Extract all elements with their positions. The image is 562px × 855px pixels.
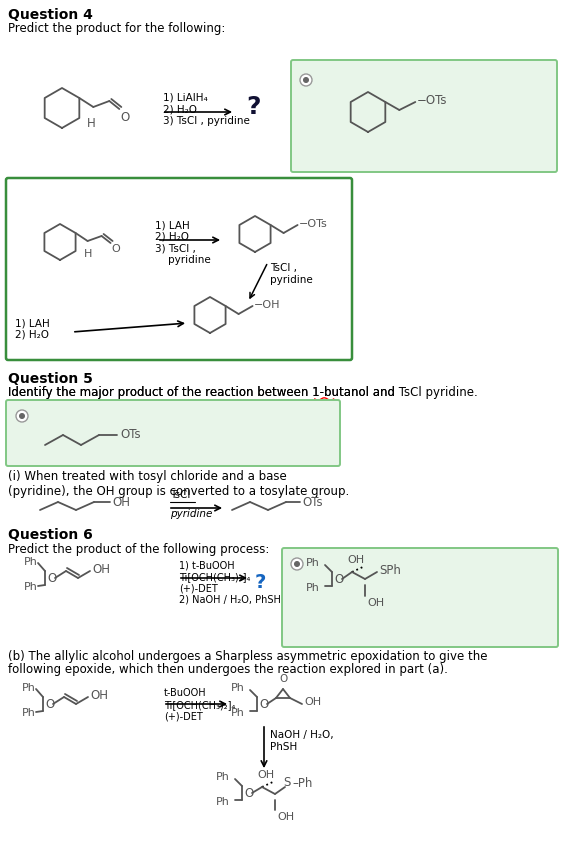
Text: O: O — [259, 698, 268, 711]
Text: TsCl: TsCl — [170, 490, 191, 500]
Circle shape — [300, 74, 312, 86]
Text: Predict the product of the following process:: Predict the product of the following pro… — [8, 543, 269, 556]
Text: H: H — [83, 249, 92, 259]
Text: Ph: Ph — [306, 558, 320, 568]
Text: t-BuOOH
Ti[OCH(CH₃)₂]₄
(+)-DET: t-BuOOH Ti[OCH(CH₃)₂]₄ (+)-DET — [164, 688, 235, 722]
Text: Ph: Ph — [24, 582, 38, 592]
Text: OH: OH — [277, 812, 294, 822]
Text: H: H — [87, 117, 96, 130]
Text: ?: ? — [255, 573, 266, 592]
Text: Ph: Ph — [306, 583, 320, 593]
Text: Identify the major product of the reaction between 1-butanol and TsCl pyridine.: Identify the major product of the reacti… — [8, 386, 478, 399]
Text: OTs: OTs — [120, 428, 140, 440]
Text: −OTs: −OTs — [298, 219, 327, 229]
Text: Ph: Ph — [22, 683, 36, 693]
Circle shape — [294, 562, 300, 566]
Text: 1) LiAlH₄
2) H₂O
3) TsCl , pyridine: 1) LiAlH₄ 2) H₂O 3) TsCl , pyridine — [163, 93, 250, 127]
Text: O: O — [244, 787, 253, 799]
Text: Question 4: Question 4 — [8, 8, 93, 22]
Text: Question 5: Question 5 — [8, 372, 93, 386]
Text: Ph: Ph — [231, 683, 245, 693]
Text: 1) LAH
2) H₂O: 1) LAH 2) H₂O — [15, 318, 50, 339]
Circle shape — [303, 78, 309, 82]
FancyBboxPatch shape — [291, 60, 557, 172]
Text: O: O — [112, 244, 120, 254]
Text: –Ph: –Ph — [292, 776, 312, 789]
Text: Identify the major product of the reaction between 1-butanol and: Identify the major product of the reacti… — [8, 386, 399, 399]
Text: O: O — [45, 698, 55, 711]
Text: (i) When treated with tosyl chloride and a base
(pyridine), the OH group is conv: (i) When treated with tosyl chloride and… — [8, 470, 349, 498]
Text: −OH: −OH — [253, 300, 280, 310]
Text: O: O — [279, 674, 287, 684]
Text: OH: OH — [112, 496, 130, 509]
Text: O: O — [120, 111, 130, 124]
Text: −OTs: −OTs — [416, 95, 447, 108]
Text: (b) The allylic alcohol undergoes a Sharpless asymmetric epoxidation to give the: (b) The allylic alcohol undergoes a Shar… — [8, 650, 487, 663]
Text: Ph: Ph — [231, 708, 245, 718]
FancyBboxPatch shape — [282, 548, 558, 647]
Text: Ph: Ph — [216, 772, 230, 782]
Text: OH: OH — [367, 598, 384, 608]
Text: following epoxide, which then undergoes the reaction explored in part (a).: following epoxide, which then undergoes … — [8, 663, 448, 676]
Text: Question 6: Question 6 — [8, 528, 93, 542]
Text: OH: OH — [257, 770, 274, 780]
Text: 1) LAH
2) H₂O
3) TsCl ,
    pyridine: 1) LAH 2) H₂O 3) TsCl , pyridine — [155, 220, 211, 265]
Circle shape — [20, 414, 24, 418]
Text: OH: OH — [304, 697, 321, 707]
Text: Ph: Ph — [216, 797, 230, 807]
Text: pyridine: pyridine — [170, 509, 212, 519]
Text: OH: OH — [347, 555, 364, 565]
Text: Ph: Ph — [22, 708, 36, 718]
Text: O: O — [47, 571, 56, 585]
FancyBboxPatch shape — [6, 178, 352, 360]
Text: Ph: Ph — [24, 557, 38, 567]
Circle shape — [291, 558, 303, 570]
Text: S: S — [283, 775, 291, 788]
Text: OTs: OTs — [302, 496, 323, 509]
Text: O: O — [334, 573, 343, 586]
Text: ?: ? — [246, 95, 261, 119]
Text: OH: OH — [90, 688, 108, 701]
Text: NaOH / H₂O,
PhSH: NaOH / H₂O, PhSH — [270, 730, 334, 752]
Text: 1) t-BuOOH
Ti[OCH(CH₃)₂]₄
(+)-DET
2) NaOH / H₂O, PhSH: 1) t-BuOOH Ti[OCH(CH₃)₂]₄ (+)-DET 2) NaO… — [179, 560, 281, 604]
Text: Predict the product for the following:: Predict the product for the following: — [8, 22, 225, 35]
Text: SPh: SPh — [379, 563, 401, 576]
Text: TsCl ,
pyridine: TsCl , pyridine — [270, 263, 312, 285]
Circle shape — [16, 410, 28, 422]
FancyBboxPatch shape — [6, 400, 340, 466]
Text: OH: OH — [92, 563, 110, 575]
